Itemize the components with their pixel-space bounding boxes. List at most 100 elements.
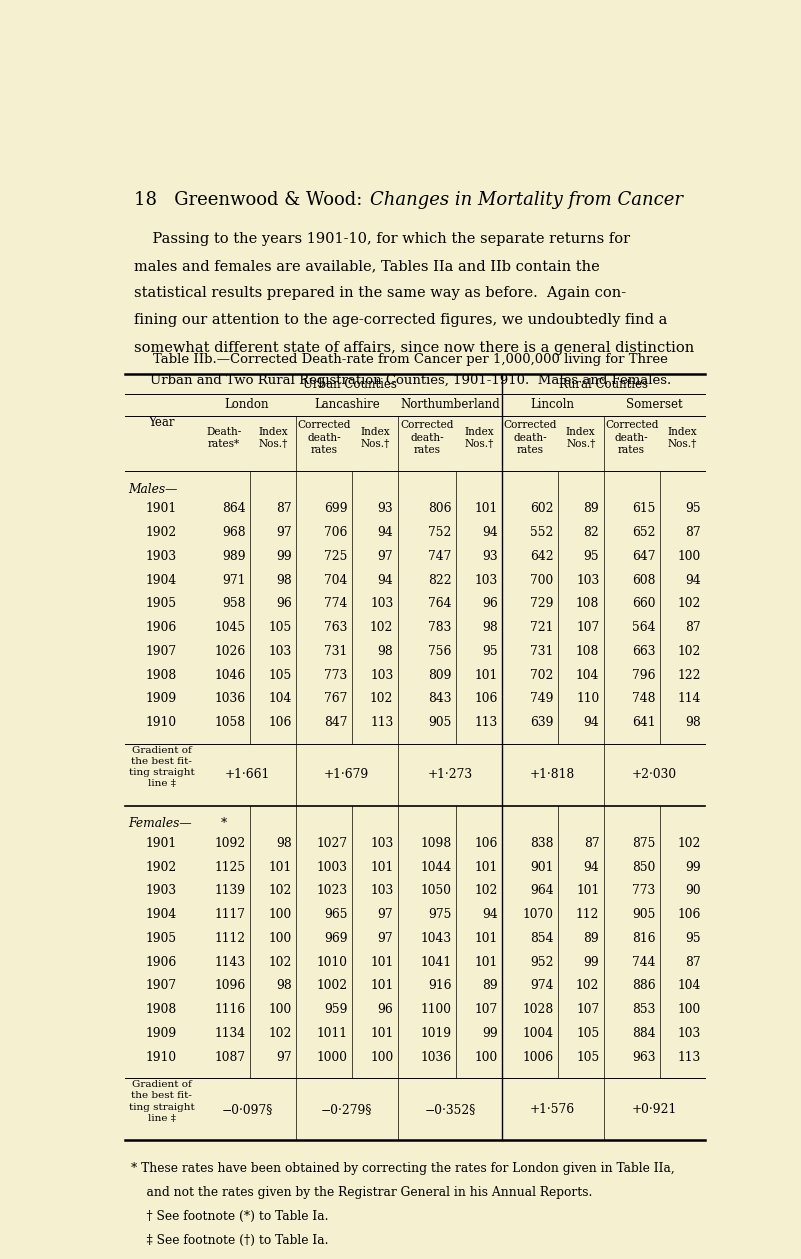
Text: 87: 87 xyxy=(584,837,599,850)
Text: 905: 905 xyxy=(632,908,655,922)
Text: 1100: 1100 xyxy=(421,1003,452,1016)
Text: Index
Nos.†: Index Nos.† xyxy=(668,427,698,449)
Text: 99: 99 xyxy=(482,1027,497,1040)
Text: 756: 756 xyxy=(429,645,452,658)
Text: 104: 104 xyxy=(576,669,599,681)
Text: Lancashire: Lancashire xyxy=(314,398,380,412)
Text: Death-
rates*: Death- rates* xyxy=(207,427,242,449)
Text: 101: 101 xyxy=(474,956,497,968)
Text: 1002: 1002 xyxy=(316,980,348,992)
Text: 1902: 1902 xyxy=(146,861,177,874)
Text: Year: Year xyxy=(148,417,175,429)
Text: 107: 107 xyxy=(576,1003,599,1016)
Text: 101: 101 xyxy=(370,861,393,874)
Text: and not the rates given by the Registrar General in his Annual Reports.: and not the rates given by the Registrar… xyxy=(131,1186,593,1199)
Text: 103: 103 xyxy=(370,669,393,681)
Text: 749: 749 xyxy=(530,692,553,705)
Text: 706: 706 xyxy=(324,526,348,539)
Text: 98: 98 xyxy=(686,716,701,729)
Text: 1904: 1904 xyxy=(146,574,177,587)
Text: 97: 97 xyxy=(276,526,292,539)
Text: 1910: 1910 xyxy=(146,716,177,729)
Text: 96: 96 xyxy=(482,597,497,611)
Text: 1087: 1087 xyxy=(215,1050,246,1064)
Text: 1070: 1070 xyxy=(522,908,553,922)
Text: 98: 98 xyxy=(276,980,292,992)
Text: 107: 107 xyxy=(474,1003,497,1016)
Text: 89: 89 xyxy=(584,932,599,944)
Text: 552: 552 xyxy=(530,526,553,539)
Text: 103: 103 xyxy=(474,574,497,587)
Text: 1096: 1096 xyxy=(215,980,246,992)
Text: 90: 90 xyxy=(686,884,701,898)
Text: 113: 113 xyxy=(678,1050,701,1064)
Text: 615: 615 xyxy=(632,502,655,515)
Text: 101: 101 xyxy=(268,861,292,874)
Text: 94: 94 xyxy=(482,908,497,922)
Text: 1125: 1125 xyxy=(215,861,246,874)
Text: 916: 916 xyxy=(429,980,452,992)
Text: 747: 747 xyxy=(429,550,452,563)
Text: somewhat different state of affairs, since now there is a general distinction: somewhat different state of affairs, sin… xyxy=(135,340,694,355)
Text: 94: 94 xyxy=(584,861,599,874)
Text: 105: 105 xyxy=(268,621,292,635)
Text: 101: 101 xyxy=(370,956,393,968)
Text: 1906: 1906 xyxy=(146,956,177,968)
Text: 18   Greenwood & Wood:: 18 Greenwood & Wood: xyxy=(135,191,368,209)
Text: *: * xyxy=(221,817,227,831)
Text: 95: 95 xyxy=(482,645,497,658)
Text: 1026: 1026 xyxy=(215,645,246,658)
Text: Corrected
death-
rates: Corrected death- rates xyxy=(297,421,351,456)
Text: 847: 847 xyxy=(324,716,348,729)
Text: 647: 647 xyxy=(632,550,655,563)
Text: 108: 108 xyxy=(576,597,599,611)
Text: Passing to the years 1901-10, for which the separate returns for: Passing to the years 1901-10, for which … xyxy=(135,232,630,246)
Text: 102: 102 xyxy=(576,980,599,992)
Text: 95: 95 xyxy=(584,550,599,563)
Text: statistical results prepared in the same way as before.  Again con-: statistical results prepared in the same… xyxy=(135,286,626,300)
Text: 721: 721 xyxy=(530,621,553,635)
Text: 1041: 1041 xyxy=(421,956,452,968)
Text: 101: 101 xyxy=(474,932,497,944)
Text: 1903: 1903 xyxy=(146,550,177,563)
Text: 1045: 1045 xyxy=(215,621,246,635)
Text: 103: 103 xyxy=(576,574,599,587)
Text: +1·661: +1·661 xyxy=(224,768,270,782)
Text: Females—: Females— xyxy=(128,817,191,831)
Text: 641: 641 xyxy=(632,716,655,729)
Text: 82: 82 xyxy=(584,526,599,539)
Text: 773: 773 xyxy=(324,669,348,681)
Text: 101: 101 xyxy=(576,884,599,898)
Text: 1043: 1043 xyxy=(421,932,452,944)
Text: 773: 773 xyxy=(632,884,655,898)
Text: 102: 102 xyxy=(370,692,393,705)
Text: 99: 99 xyxy=(276,550,292,563)
Text: * These rates have been obtained by correcting the rates for London given in Tab: * These rates have been obtained by corr… xyxy=(131,1162,675,1175)
Text: 100: 100 xyxy=(370,1050,393,1064)
Text: 113: 113 xyxy=(474,716,497,729)
Text: 98: 98 xyxy=(377,645,393,658)
Text: 94: 94 xyxy=(377,574,393,587)
Text: Index
Nos.†: Index Nos.† xyxy=(360,427,389,449)
Text: 952: 952 xyxy=(530,956,553,968)
Text: 104: 104 xyxy=(268,692,292,705)
Text: 103: 103 xyxy=(268,645,292,658)
Text: 1036: 1036 xyxy=(215,692,246,705)
Text: 974: 974 xyxy=(530,980,553,992)
Text: −0·352§: −0·352§ xyxy=(425,1103,476,1115)
Text: Northumberland: Northumberland xyxy=(400,398,500,412)
Text: 100: 100 xyxy=(268,908,292,922)
Text: 1907: 1907 xyxy=(146,645,177,658)
Text: Gradient of
the best fit-
ting straight
line ‡: Gradient of the best fit- ting straight … xyxy=(129,1080,195,1123)
Text: 122: 122 xyxy=(678,669,701,681)
Text: 94: 94 xyxy=(482,526,497,539)
Text: 968: 968 xyxy=(222,526,246,539)
Text: 106: 106 xyxy=(268,716,292,729)
Text: 105: 105 xyxy=(576,1050,599,1064)
Text: 958: 958 xyxy=(223,597,246,611)
Text: 94: 94 xyxy=(686,574,701,587)
Text: 97: 97 xyxy=(378,932,393,944)
Text: 104: 104 xyxy=(678,980,701,992)
Text: 1003: 1003 xyxy=(316,861,348,874)
Text: 100: 100 xyxy=(268,932,292,944)
